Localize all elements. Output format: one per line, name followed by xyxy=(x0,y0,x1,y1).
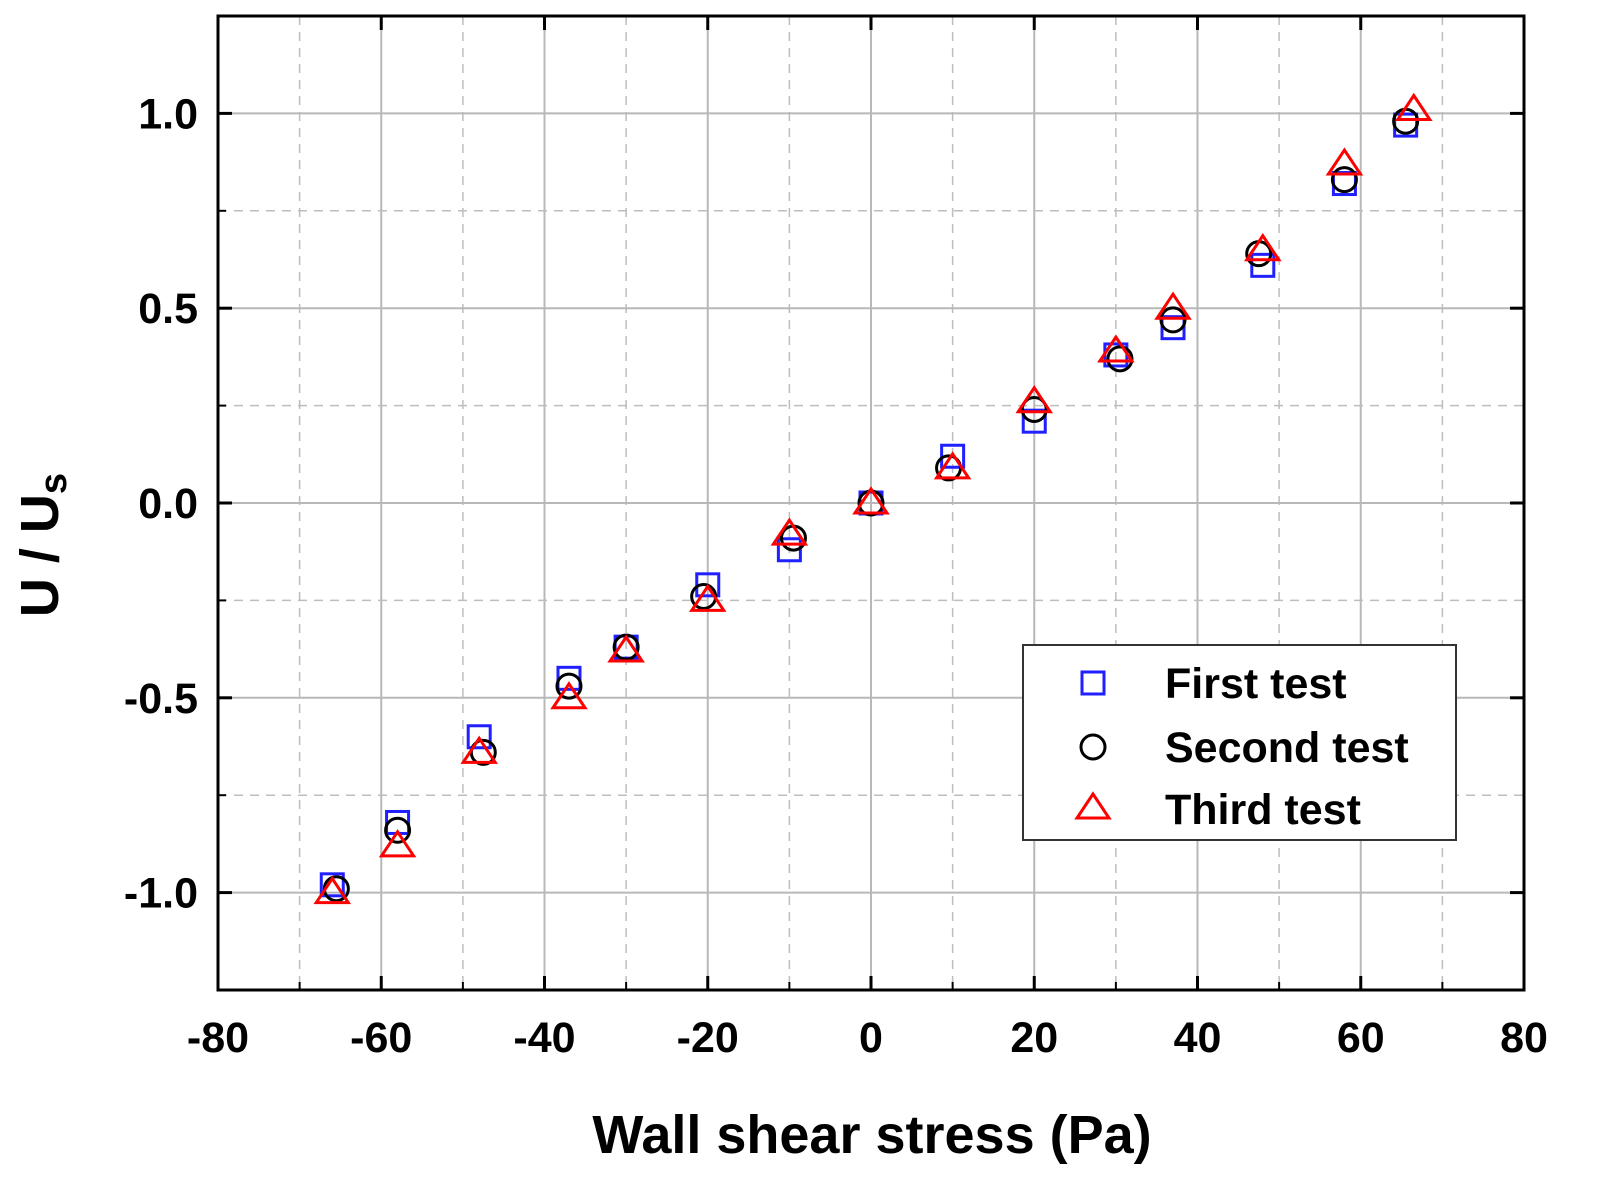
y-tick-label: 0.0 xyxy=(138,480,198,528)
legend: First test Second test Third test xyxy=(1022,644,1457,841)
data-point-square xyxy=(1021,408,1047,434)
legend-markers xyxy=(1074,670,1112,820)
data-point-square xyxy=(1250,252,1276,278)
legend-marker-circle xyxy=(1079,733,1107,761)
tick-labels-layer: -80 -60 -40 -20 0 20 40 60 80 -1.0 -0.5 0.0 0.5 1.0 xyxy=(124,90,1548,1062)
data-point-circle xyxy=(384,816,412,844)
ticks-layer xyxy=(216,16,1526,990)
data-point-square xyxy=(319,872,345,898)
data-point-triangle xyxy=(852,486,890,515)
data-point-triangle xyxy=(1154,291,1192,320)
x-axis-title: Wall shear stress (Pa) xyxy=(592,1105,1151,1165)
x-tick-label: -40 xyxy=(513,1014,575,1062)
data-point-circle xyxy=(1159,306,1187,334)
y-axis-title-subscript: s xyxy=(33,473,75,494)
data-point-triangle xyxy=(1395,92,1433,122)
x-tick-label: -20 xyxy=(677,1014,739,1062)
x-tick-label: 0 xyxy=(859,1014,883,1062)
data-point-circle xyxy=(555,672,583,700)
legend-box xyxy=(1022,644,1457,841)
data-point-triangle xyxy=(378,829,417,858)
series-triangle xyxy=(313,92,1433,905)
x-tick-label: 60 xyxy=(1337,1014,1385,1062)
data-point-circle xyxy=(1020,395,1048,423)
y-tick-label: 0.5 xyxy=(138,285,198,333)
x-tick-label: -60 xyxy=(350,1014,412,1062)
data-point-circle xyxy=(1330,166,1358,194)
data-point-square xyxy=(776,537,802,563)
x-tick-label: 40 xyxy=(1174,1014,1222,1062)
y-tick-label: 1.0 xyxy=(138,90,198,138)
data-point-triangle xyxy=(1015,384,1054,414)
data-point-triangle xyxy=(313,875,352,905)
marks-layer xyxy=(313,92,1433,905)
legend-marker-square xyxy=(1080,670,1106,696)
data-point-triangle xyxy=(1097,334,1135,363)
data-point-triangle xyxy=(770,517,809,546)
data-point-triangle xyxy=(933,451,972,480)
data-point-triangle xyxy=(550,681,588,710)
y-tick-label: -0.5 xyxy=(124,675,198,723)
y-axis-title-main: U / U xyxy=(10,494,70,617)
y-tick-label: -1.0 xyxy=(124,870,198,918)
data-point-triangle xyxy=(1243,233,1282,262)
x-tick-label: 20 xyxy=(1010,1014,1058,1062)
x-tick-label: -80 xyxy=(187,1014,249,1062)
legend-label-third-test: Third test xyxy=(1165,786,1361,834)
data-point-triangle xyxy=(1325,147,1364,176)
x-tick-label: 80 xyxy=(1500,1014,1548,1062)
legend-label-second-test: Second test xyxy=(1165,724,1409,772)
data-point-square xyxy=(466,724,492,750)
legend-marker-triangle xyxy=(1074,791,1112,820)
data-point-square xyxy=(695,572,721,598)
y-axis-title: U / Us xyxy=(10,473,75,617)
data-point-triangle xyxy=(460,735,499,764)
data-point-triangle xyxy=(688,583,727,612)
data-point-triangle xyxy=(607,634,645,663)
legend-label-first-test: First test xyxy=(1165,660,1347,708)
data-point-square xyxy=(940,443,966,469)
